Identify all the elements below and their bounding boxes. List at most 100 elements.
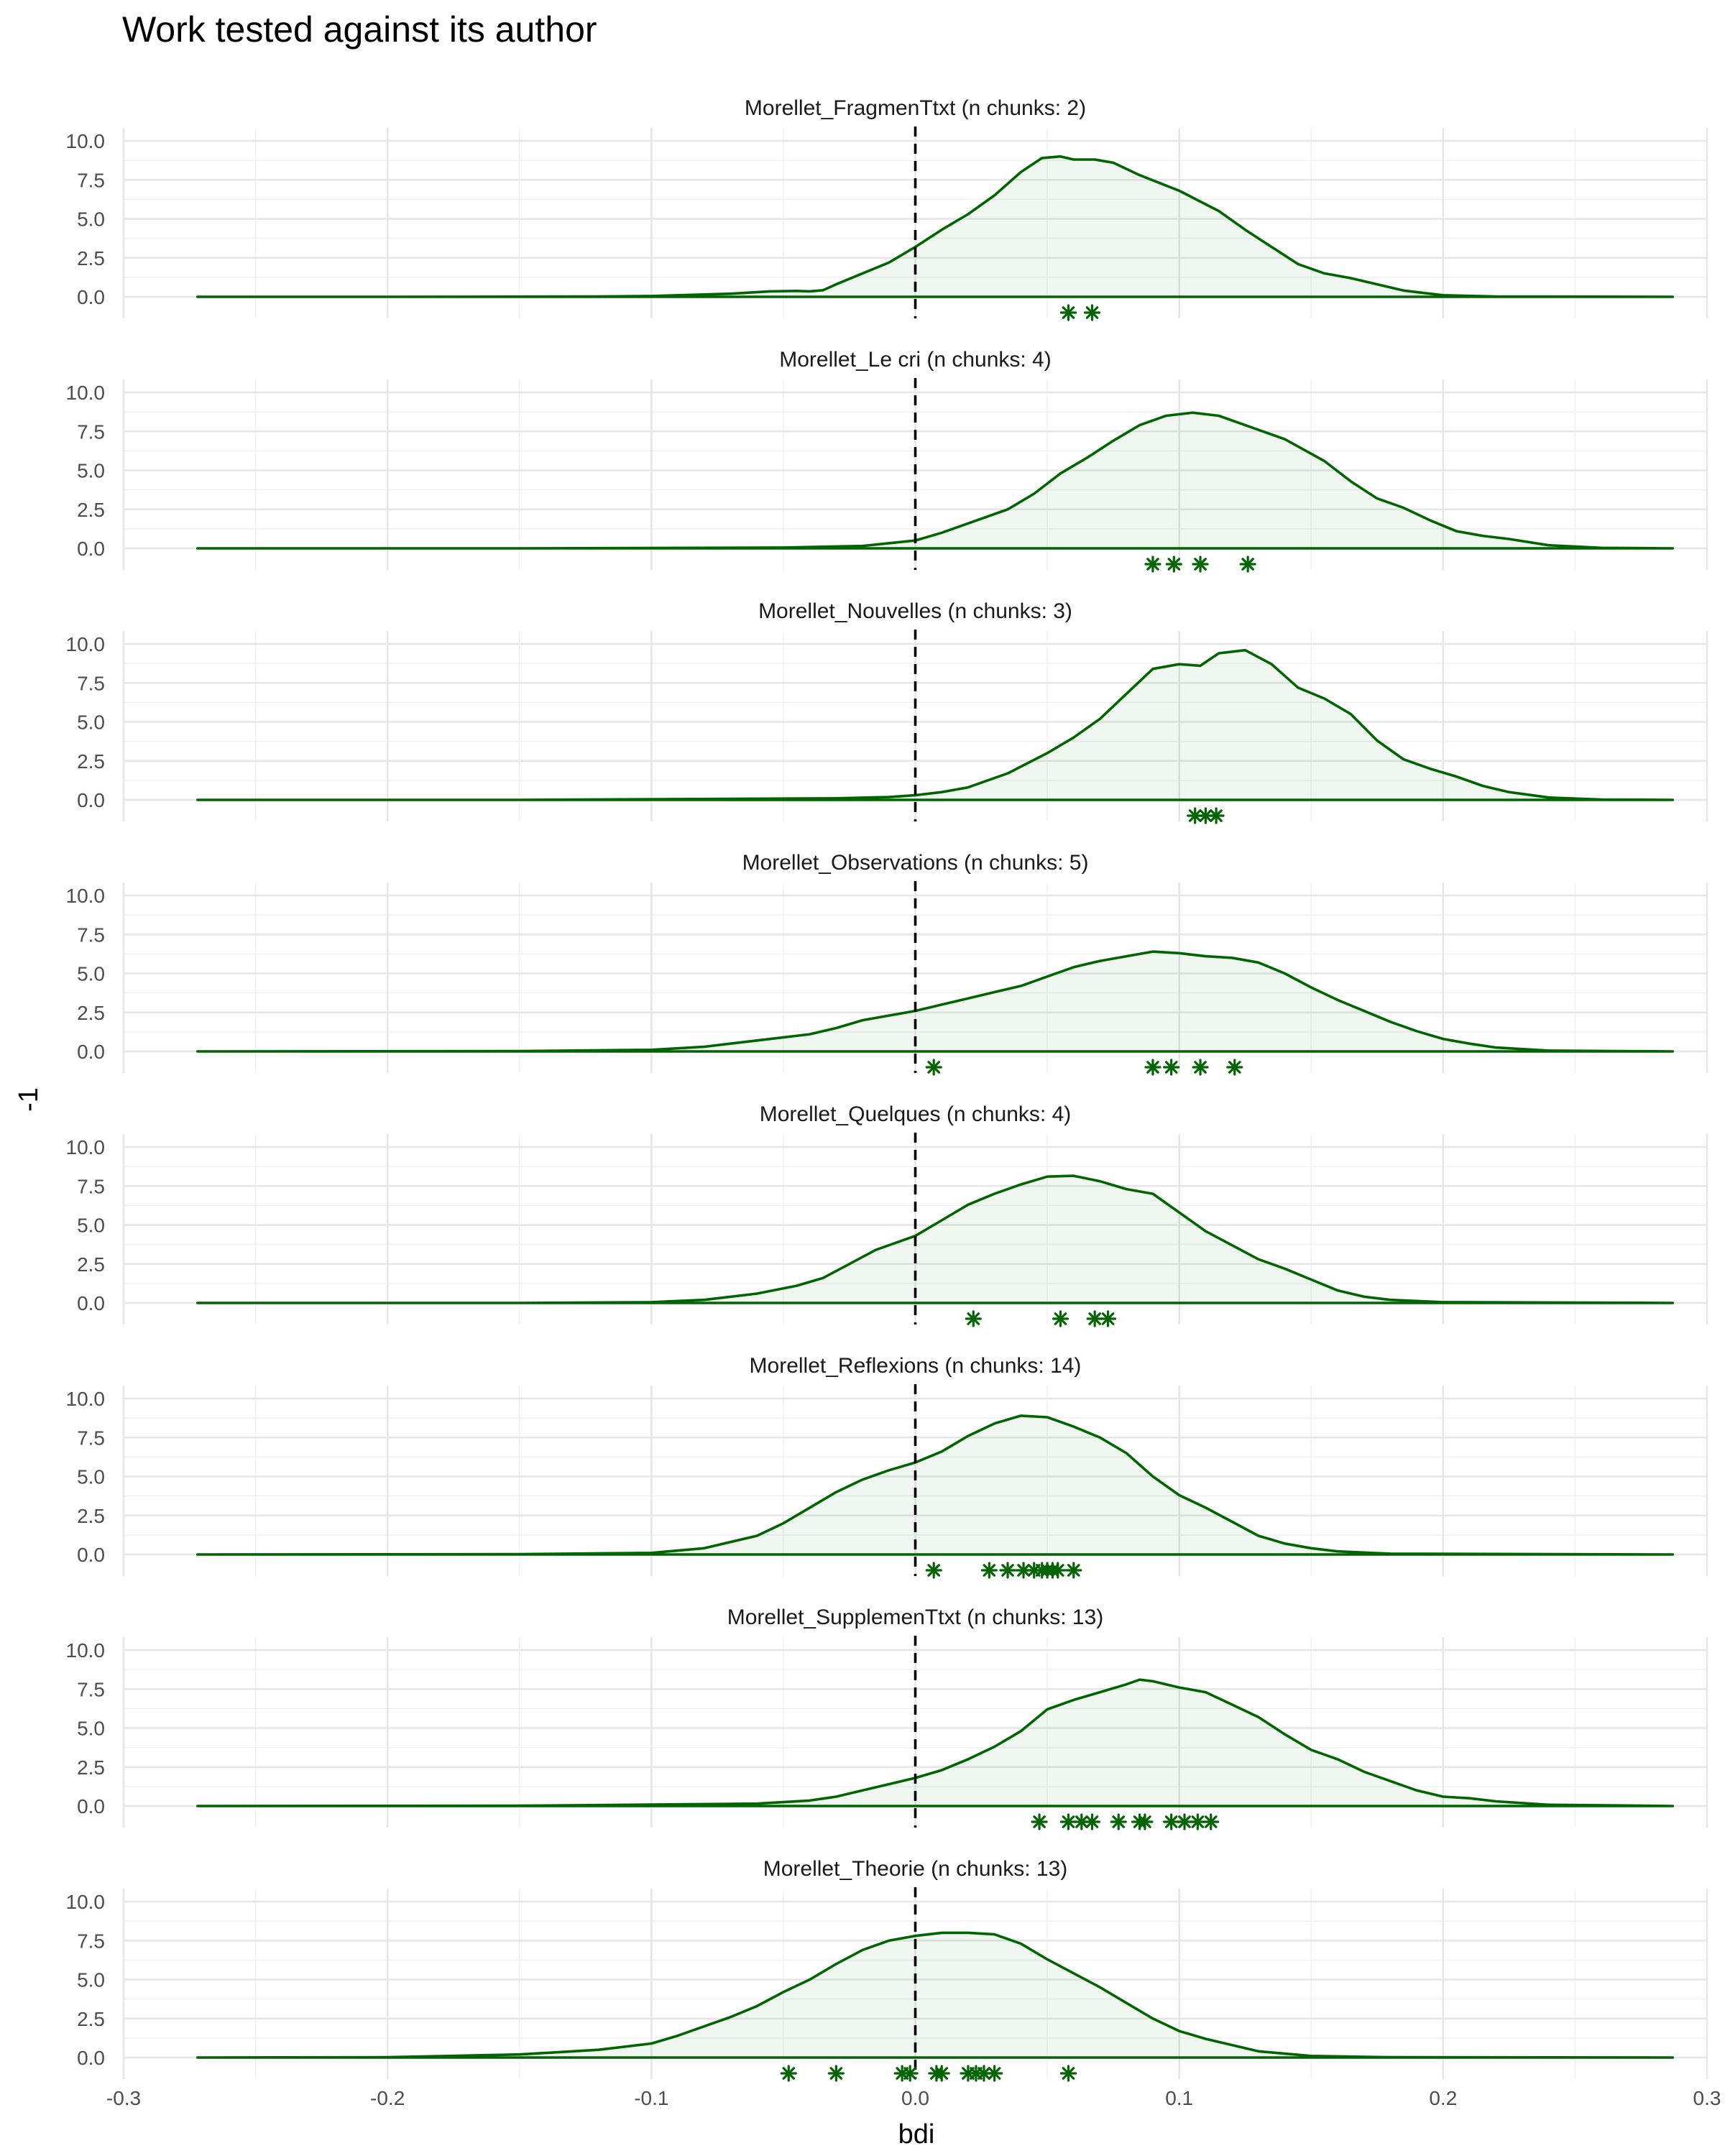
panel-label: Morellet_Theorie (n chunks: 13): [763, 1857, 1068, 1881]
y-tick-label: 0.0: [77, 2047, 105, 2069]
y-tick-label: 5.0: [77, 1969, 105, 1991]
data-point: [1163, 1813, 1180, 1830]
y-tick-label: 2.5: [77, 1505, 105, 1527]
data-point: [1165, 556, 1182, 573]
y-tick-label: 0.0: [77, 789, 105, 811]
y-axis-title: -1: [14, 1087, 44, 1112]
density-curve: [196, 648, 1675, 801]
chart-title: Work tested against its author: [122, 9, 597, 50]
y-tick-label: 5.0: [77, 208, 105, 231]
panel: Morellet_Observations (n chunks: 5) 0.0 2.…: [66, 851, 1708, 1076]
data-point: [1059, 2065, 1077, 2082]
data-point: [1189, 1813, 1206, 1830]
data-point: [1086, 1310, 1103, 1327]
y-tick-label: 0.0: [77, 1795, 105, 1818]
y-tick-label: 5.0: [77, 1466, 105, 1488]
data-point: [1099, 1310, 1117, 1327]
y-tick-label: 7.5: [77, 1427, 105, 1449]
y-tick-label: 0.0: [77, 538, 105, 560]
x-tick-label: 0.0: [901, 2087, 929, 2109]
data-point: [1083, 1813, 1101, 1830]
data-point: [1059, 304, 1077, 321]
panel-label: Morellet_Observations (n chunks: 5): [742, 851, 1089, 875]
y-tick-label: 0.0: [77, 286, 105, 308]
x-tick-label: 0.3: [1693, 2087, 1721, 2109]
y-tick-label: 10.0: [66, 1891, 106, 1913]
y-tick-label: 10.0: [66, 885, 106, 907]
y-tick-label: 5.0: [77, 711, 105, 734]
y-tick-label: 5.0: [77, 1718, 105, 1740]
y-tick-label: 7.5: [77, 420, 105, 443]
y-tick-label: 2.5: [77, 1002, 105, 1024]
data-point: [986, 2065, 1003, 2082]
y-tick-label: 2.5: [77, 499, 105, 521]
y-tick-label: 7.5: [77, 1930, 105, 1952]
x-tick-label: -0.3: [106, 2087, 141, 2109]
y-tick-label: 5.0: [77, 460, 105, 482]
density-curve: [196, 155, 1675, 298]
panel: Morellet_Nouvelles (n chunks: 3) 0.0 2.5 5.…: [66, 599, 1708, 824]
y-tick-label: 10.0: [66, 633, 106, 655]
data-point: [780, 2065, 797, 2082]
data-point: [827, 2065, 845, 2082]
data-point: [1144, 556, 1162, 573]
y-tick-label: 2.5: [77, 2008, 105, 2030]
x-tick-label: 0.1: [1165, 2087, 1193, 2109]
data-point: [1163, 1059, 1180, 1076]
panel: Morellet_Theorie (n chunks: 13) 0.0 2.5 5.0…: [66, 1857, 1708, 2082]
data-point: [1049, 1562, 1067, 1579]
data-point: [1059, 1813, 1077, 1830]
panel-label: Morellet_Nouvelles (n chunks: 3): [758, 599, 1072, 623]
data-point: [925, 1562, 942, 1579]
x-axis: -0.3 -0.2 -0.1 0.0 0.1 0.2 0.3: [106, 2087, 1721, 2109]
panel: Morellet_Le cri (n chunks: 4) 0.0 2.5 5.0 7.…: [66, 348, 1708, 573]
data-point: [1176, 1813, 1193, 1830]
y-tick-label: 5.0: [77, 963, 105, 985]
y-tick-label: 10.0: [66, 1136, 106, 1158]
data-point: [901, 2065, 919, 2082]
y-tick-label: 10.0: [66, 382, 106, 404]
y-tick-label: 2.5: [77, 1756, 105, 1779]
y-tick-label: 7.5: [77, 672, 105, 694]
y-tick-label: 5.0: [77, 1215, 105, 1237]
y-tick-label: 0.0: [77, 1041, 105, 1063]
panel-label: Morellet_Quelques (n chunks: 4): [760, 1102, 1072, 1126]
data-point: [1110, 1813, 1127, 1830]
y-tick-label: 2.5: [77, 247, 105, 270]
y-tick-label: 2.5: [77, 1253, 105, 1276]
x-axis-title: bdi: [898, 2119, 935, 2150]
data-point: [925, 1059, 942, 1076]
y-tick-label: 7.5: [77, 923, 105, 946]
y-tick-label: 10.0: [66, 1639, 106, 1662]
y-tick-label: 0.0: [77, 1544, 105, 1566]
y-tick-label: 7.5: [77, 1678, 105, 1700]
data-point: [965, 1310, 982, 1327]
data-point: [933, 2065, 950, 2082]
y-tick-label: 7.5: [77, 169, 105, 191]
density-curve: [196, 411, 1675, 550]
y-tick-label: 0.0: [77, 1292, 105, 1314]
data-point: [999, 1562, 1016, 1579]
panel-label: Morellet_FragmenTtxt (n chunks: 2): [745, 96, 1086, 120]
data-point: [1065, 1562, 1082, 1579]
data-point: [1202, 1813, 1220, 1830]
data-point: [1083, 304, 1101, 321]
data-point: [1239, 556, 1256, 573]
panel-label: Morellet_SupplemenTtxt (n chunks: 13): [727, 1606, 1104, 1629]
density-curve: [196, 1931, 1675, 2059]
data-point: [1136, 1813, 1154, 1830]
y-tick-label: 10.0: [66, 130, 106, 152]
panel: Morellet_Quelques (n chunks: 4) 0.0 2.5 5.0…: [66, 1102, 1708, 1327]
panel-label: Morellet_Reflexions (n chunks: 14): [750, 1354, 1082, 1378]
panel: Morellet_FragmenTtxt (n chunks: 2) 0.0 2.5…: [66, 96, 1708, 321]
y-tick-label: 7.5: [77, 1175, 105, 1197]
data-point: [1052, 1310, 1070, 1327]
panel: Morellet_Reflexions (n chunks: 14) 0.0 2.5…: [66, 1354, 1708, 1579]
y-tick-label: 2.5: [77, 750, 105, 773]
density-curve: [196, 950, 1675, 1053]
data-point: [1144, 1059, 1162, 1076]
data-point: [1031, 1813, 1048, 1830]
data-point: [1208, 807, 1225, 824]
density-curve: [196, 1174, 1675, 1304]
